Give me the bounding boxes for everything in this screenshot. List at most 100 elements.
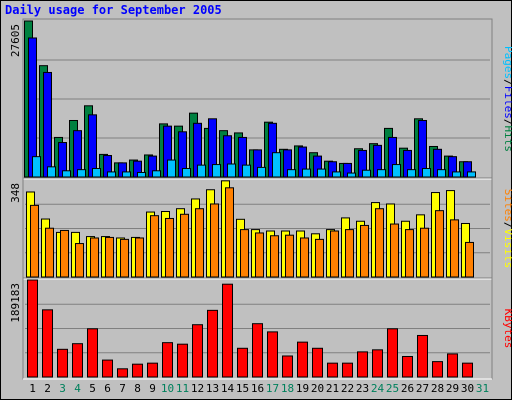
bar-kbytes-day-22 — [342, 362, 353, 378]
bar-kbytes-day-15 — [237, 347, 248, 378]
bar-pages-day-6 — [107, 171, 116, 178]
legend-top-part-3: / — [502, 119, 512, 126]
bar-kbytes-day-21 — [327, 362, 338, 378]
chart-title: Daily usage for September 2005 — [5, 3, 222, 17]
bar-pages-day-27 — [422, 168, 431, 178]
x-tick-label-28: 28 — [431, 382, 444, 395]
bar-pages-day-23 — [362, 169, 371, 178]
legend-middle-part-2: Visits — [502, 229, 512, 269]
bar-sites-day-19 — [300, 237, 309, 278]
bar-sites-day-18 — [285, 234, 294, 278]
bar-sites-day-7 — [120, 238, 129, 278]
bar-sites-day-29 — [450, 219, 459, 278]
bar-sites-day-4 — [75, 243, 84, 278]
bar-pages-day-25 — [392, 164, 401, 178]
panel-bottom-max-label: 189183 — [9, 283, 22, 323]
bar-kbytes-day-13 — [207, 309, 218, 378]
bar-pages-day-1 — [32, 156, 41, 178]
bar-sites-day-11 — [180, 213, 189, 278]
legend-middle-part-0: Sites — [502, 189, 512, 222]
bar-sites-day-6 — [105, 236, 114, 278]
panel-top-legend: Pages/Files/Hits — [502, 46, 512, 152]
bar-sites-day-22 — [345, 229, 354, 278]
bar-sites-day-12 — [195, 208, 204, 278]
x-tick-label-23: 23 — [356, 382, 369, 395]
x-tick-label-30: 30 — [461, 382, 474, 395]
bar-sites-day-14 — [225, 187, 234, 278]
bar-sites-day-25 — [390, 223, 399, 278]
x-tick-label-10: 10 — [161, 382, 174, 395]
bar-pages-day-12 — [197, 164, 206, 178]
bar-kbytes-day-16 — [252, 323, 263, 378]
bar-kbytes-day-6 — [102, 359, 113, 378]
bar-kbytes-day-9 — [147, 362, 158, 378]
legend-middle-part-1: / — [502, 222, 512, 229]
x-tick-label-21: 21 — [326, 382, 339, 395]
bar-files-day-5 — [88, 114, 97, 178]
x-tick-label-12: 12 — [191, 382, 204, 395]
x-tick-label-31: 31 — [476, 382, 489, 395]
bar-sites-day-10 — [165, 217, 174, 278]
bar-pages-day-10 — [167, 159, 176, 178]
bar-pages-day-8 — [137, 171, 146, 178]
bar-kbytes-day-4 — [72, 343, 83, 378]
bar-sites-day-17 — [270, 235, 279, 278]
bar-kbytes-day-7 — [117, 368, 128, 378]
bar-kbytes-day-24 — [372, 349, 383, 378]
x-tick-label-26: 26 — [401, 382, 414, 395]
legend-bottom-part-0: KBytes — [502, 309, 512, 349]
bar-pages-day-19 — [302, 168, 311, 178]
x-tick-label-15: 15 — [236, 382, 249, 395]
x-tick-label-9: 9 — [149, 382, 156, 395]
bar-sites-day-24 — [375, 208, 384, 278]
bar-kbytes-day-5 — [87, 328, 98, 378]
x-tick-label-19: 19 — [296, 382, 309, 395]
bar-pages-day-28 — [437, 169, 446, 178]
x-tick-label-29: 29 — [446, 382, 459, 395]
bar-pages-day-24 — [377, 169, 386, 178]
x-tick-label-24: 24 — [371, 382, 385, 395]
bar-kbytes-day-12 — [192, 324, 203, 378]
bar-pages-day-11 — [182, 168, 191, 178]
bar-pages-day-14 — [227, 163, 236, 178]
bar-kbytes-day-2 — [42, 309, 53, 378]
bar-pages-day-21 — [332, 171, 341, 178]
x-tick-label-6: 6 — [104, 382, 111, 395]
legend-top-part-1: / — [502, 79, 512, 86]
bar-sites-day-15 — [240, 229, 249, 278]
bar-kbytes-day-25 — [387, 328, 398, 378]
bar-kbytes-day-14 — [222, 283, 233, 378]
legend-top-part-2: Files — [502, 86, 512, 119]
bar-sites-day-28 — [435, 210, 444, 278]
x-tick-label-7: 7 — [119, 382, 126, 395]
bar-pages-day-15 — [242, 164, 251, 178]
x-tick-label-27: 27 — [416, 382, 429, 395]
bar-kbytes-day-30 — [462, 362, 473, 378]
bar-kbytes-day-18 — [282, 355, 293, 378]
bar-pages-day-13 — [212, 164, 221, 178]
panel-top-max-label: 27605 — [9, 24, 22, 57]
bar-pages-day-5 — [92, 168, 101, 178]
bar-pages-day-22 — [347, 172, 356, 178]
bar-kbytes-day-28 — [432, 361, 443, 378]
bar-pages-day-18 — [287, 169, 296, 178]
bar-sites-day-5 — [90, 237, 99, 278]
panel-middle-legend: Sites/Visits — [502, 189, 512, 269]
bar-files-day-1 — [28, 37, 37, 178]
x-tick-label-8: 8 — [134, 382, 141, 395]
bar-sites-day-16 — [255, 232, 264, 278]
legend-top-part-4: Hits — [502, 126, 512, 153]
x-tick-label-18: 18 — [281, 382, 294, 395]
x-tick-label-3: 3 — [59, 382, 66, 395]
bar-pages-day-17 — [272, 152, 281, 178]
x-tick-label-13: 13 — [206, 382, 219, 395]
bar-sites-day-30 — [465, 241, 474, 278]
bar-pages-day-4 — [77, 169, 86, 178]
bar-pages-day-2 — [47, 166, 56, 178]
bar-kbytes-day-20 — [312, 347, 323, 378]
bar-kbytes-day-17 — [267, 331, 278, 378]
x-tick-label-5: 5 — [89, 382, 96, 395]
bar-sites-day-23 — [360, 224, 369, 278]
bar-pages-day-9 — [152, 170, 161, 178]
